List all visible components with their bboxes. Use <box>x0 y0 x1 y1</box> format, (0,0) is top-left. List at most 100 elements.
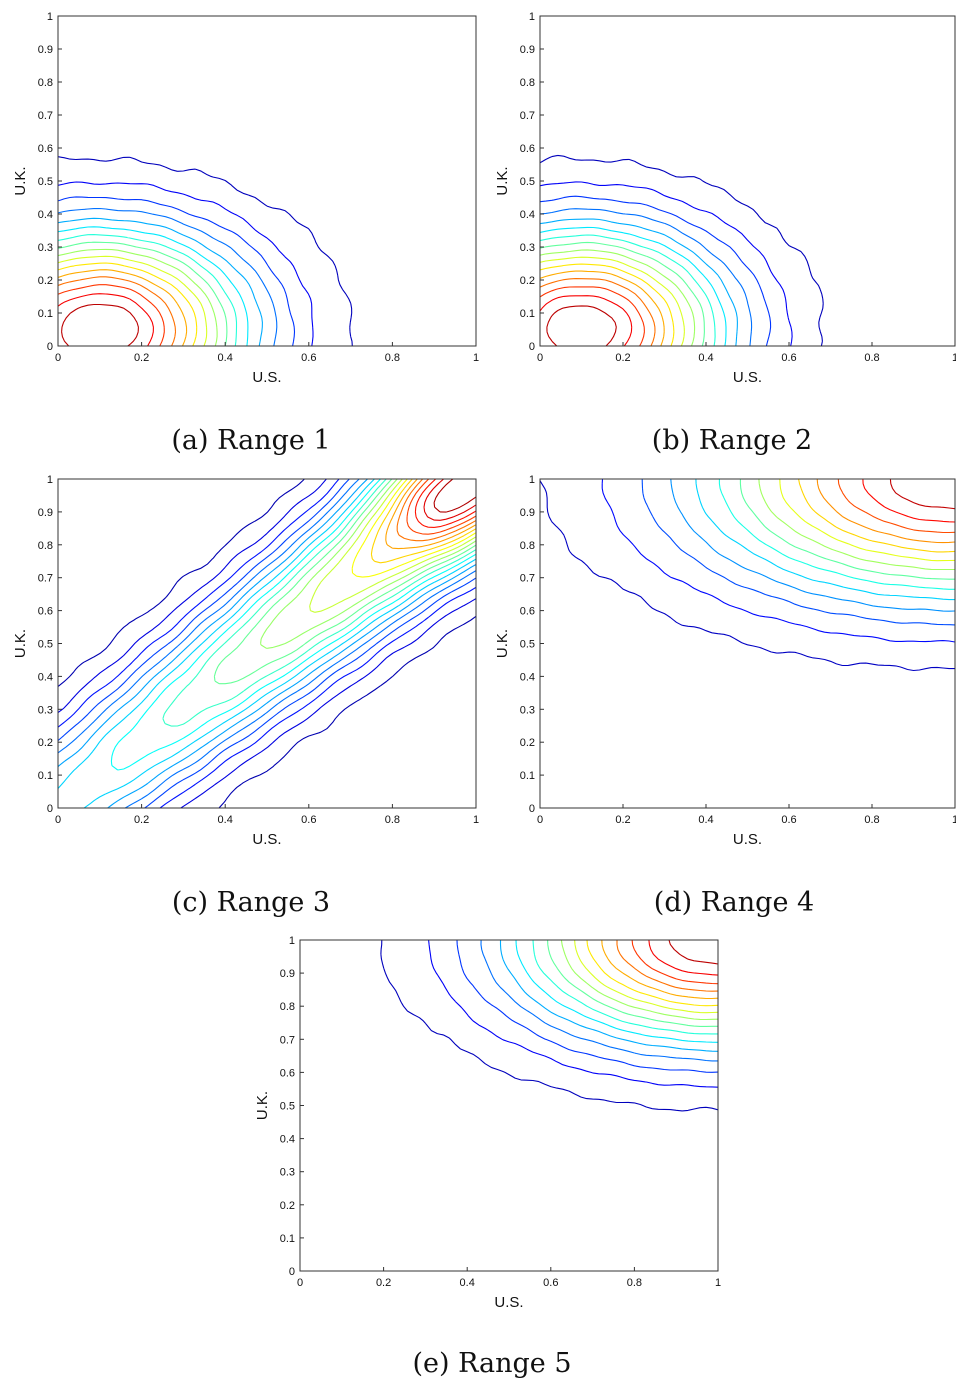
y-tick-label: 0.4 <box>38 671 53 683</box>
contour-level-5-15 <box>648 940 718 976</box>
y-tick-label: 0.3 <box>520 242 535 254</box>
y-tick-label: 0.2 <box>38 275 53 287</box>
x-axis-label: U.S. <box>252 369 281 386</box>
contour-level-3-16 <box>396 479 476 542</box>
x-tick-label: 0.6 <box>301 814 316 826</box>
contour-level-3-10 <box>213 479 476 685</box>
x-tick-label: 1 <box>952 352 956 364</box>
x-tick-label: 1 <box>952 814 956 826</box>
y-tick-label: 1 <box>47 11 53 23</box>
axes-frame <box>299 939 719 1272</box>
contour-level-3-14 <box>370 479 476 564</box>
contour-level-5-11 <box>586 940 718 1007</box>
x-tick-label: 0.4 <box>218 352 233 364</box>
contour-level-5-2 <box>428 940 718 1088</box>
y-tick-label: 0.7 <box>38 573 53 585</box>
contour-level-2-7 <box>540 234 716 346</box>
contour-level-3-11 <box>260 479 476 649</box>
y-tick-label: 0.8 <box>38 77 53 89</box>
y-tick-label: 0.7 <box>520 110 535 122</box>
x-tick-label: 0 <box>55 814 61 826</box>
contour-level-4-10 <box>798 479 955 553</box>
y-tick-label: 0.1 <box>520 308 535 320</box>
y-tick-label: 0.2 <box>520 275 535 287</box>
y-tick-label: 1 <box>289 935 295 947</box>
caption-range-2: (b) Range 2 <box>651 425 813 456</box>
contour-level-3-9 <box>162 479 476 727</box>
y-tick-label: 0.5 <box>520 176 535 188</box>
contour-level-4-13 <box>862 479 955 523</box>
x-axis-label: U.S. <box>733 369 762 386</box>
x-tick-label: 0.6 <box>543 1277 558 1289</box>
contour-level-3-5 <box>58 479 476 808</box>
y-axis-label: U.K. <box>254 1091 271 1120</box>
y-tick-label: 0.3 <box>280 1167 295 1179</box>
y-tick-label: 0 <box>529 341 535 353</box>
x-tick-label: 0.6 <box>781 814 796 826</box>
contour-level-4-7 <box>739 479 955 580</box>
y-tick-label: 0.2 <box>280 1200 295 1212</box>
contour-level-1-15 <box>58 293 154 346</box>
contour-level-1-10 <box>58 255 208 346</box>
y-tick-label: 0.1 <box>280 1233 295 1245</box>
contour-level-2-2 <box>540 181 793 346</box>
y-tick-label: 0.3 <box>38 242 53 254</box>
contour-level-4-2 <box>601 479 955 643</box>
contour-level-2-4 <box>540 208 753 346</box>
y-tick-label: 0 <box>47 341 53 353</box>
contour-level-2-13 <box>540 278 656 346</box>
contour-lines <box>540 154 824 346</box>
contour-level-5-1 <box>380 940 718 1112</box>
y-tick-label: 0.9 <box>38 507 53 519</box>
contour-level-3-2 <box>58 479 476 808</box>
contour-level-3-8 <box>110 479 476 771</box>
y-tick-label: 0.1 <box>38 770 53 782</box>
x-tick-label: 0.4 <box>698 352 713 364</box>
caption-range-3: (c) Range 3 <box>171 887 331 918</box>
contour-level-1-14 <box>58 284 165 346</box>
contour-lines <box>58 156 353 346</box>
y-tick-label: 0.8 <box>520 540 535 552</box>
x-tick-label: 0.6 <box>301 352 316 364</box>
contour-level-4-1 <box>540 480 955 672</box>
contour-level-4-8 <box>758 479 955 571</box>
y-tick-label: 0 <box>529 803 535 815</box>
x-tick-label: 1 <box>715 1277 721 1289</box>
x-axis-label: U.S. <box>494 1294 523 1311</box>
x-tick-label: 0.4 <box>460 1277 475 1289</box>
y-tick-label: 0.4 <box>280 1134 295 1146</box>
y-axis-label: U.K. <box>494 166 511 195</box>
contour-level-5-5 <box>499 940 718 1052</box>
contour-level-4-11 <box>816 479 955 544</box>
contour-level-4-12 <box>837 479 955 534</box>
y-tick-label: 0.9 <box>38 44 53 56</box>
contour-level-2-11 <box>540 263 675 346</box>
y-tick-label: 0.8 <box>520 77 535 89</box>
x-tick-label: 0.4 <box>698 814 713 826</box>
contour-level-5-3 <box>456 940 718 1073</box>
contour-level-1-6 <box>58 226 249 346</box>
x-tick-label: 1 <box>473 814 479 826</box>
contour-level-2-6 <box>540 226 727 346</box>
contour-level-3-20 <box>433 479 476 513</box>
x-tick-label: 0.2 <box>134 352 149 364</box>
contour-lines <box>58 479 476 808</box>
contour-level-2-15 <box>540 295 633 346</box>
y-tick-label: 1 <box>529 474 535 486</box>
y-tick-label: 0.2 <box>38 737 53 749</box>
y-tick-label: 0.6 <box>520 606 535 618</box>
x-tick-label: 0.8 <box>864 352 879 364</box>
contour-level-3-13 <box>351 479 476 578</box>
y-tick-label: 0.6 <box>280 1067 295 1079</box>
contour-level-2-16 <box>546 305 617 346</box>
contour-level-5-14 <box>631 940 718 985</box>
contour-level-2-3 <box>540 195 772 346</box>
y-tick-label: 0 <box>289 1266 295 1278</box>
contour-level-5-16 <box>668 940 718 965</box>
contour-level-1-2 <box>58 181 314 346</box>
contour-level-5-7 <box>532 940 718 1035</box>
